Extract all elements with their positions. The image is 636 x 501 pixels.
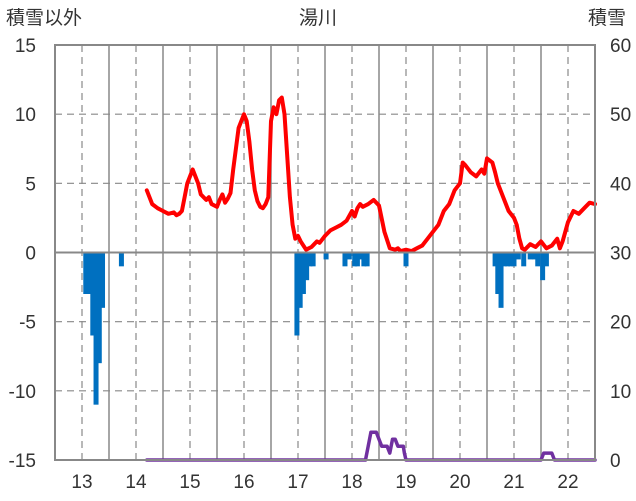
x-tick-label: 17 bbox=[287, 472, 308, 493]
series-lines bbox=[144, 95, 597, 462]
right-tick-label: 20 bbox=[610, 313, 631, 334]
precipitation-bar bbox=[90, 252, 96, 336]
left-axis-label: 積雪以外 bbox=[6, 7, 82, 29]
chart-title: 湯川 bbox=[299, 7, 337, 29]
precipitation-bar bbox=[364, 252, 370, 267]
precipitation-bar bbox=[540, 252, 546, 281]
precipitation-bar bbox=[300, 252, 306, 294]
x-tick-label: 18 bbox=[341, 472, 362, 493]
left-tick-label: 15 bbox=[15, 36, 36, 57]
left-tick-label: -15 bbox=[9, 451, 36, 472]
precipitation-bar bbox=[83, 252, 89, 294]
x-tick-label: 22 bbox=[557, 472, 578, 493]
right-tick-label: 50 bbox=[610, 105, 631, 126]
x-tick-label: 21 bbox=[503, 472, 524, 493]
snow-depth-line bbox=[145, 430, 597, 462]
precipitation-bar bbox=[532, 252, 538, 260]
precipitation-bar bbox=[535, 252, 541, 267]
precipitation-bar bbox=[93, 252, 99, 405]
precipitation-bar bbox=[492, 252, 498, 267]
precipitation-bar bbox=[323, 252, 329, 260]
precipitation-bar bbox=[294, 252, 300, 336]
precipitation-bar bbox=[342, 252, 348, 267]
left-tick-label: -5 bbox=[19, 313, 36, 334]
right-tick-label: 40 bbox=[610, 174, 631, 195]
precipitation-bar bbox=[304, 252, 310, 281]
x-tick-label: 19 bbox=[395, 472, 416, 493]
precipitation-bar bbox=[361, 252, 367, 267]
x-axis-ticks: 13 14 15 16 17 18 19 20 21 22 bbox=[71, 472, 578, 493]
right-tick-label: 10 bbox=[610, 382, 631, 403]
precipitation-bar bbox=[511, 252, 517, 267]
x-tick-label: 15 bbox=[179, 472, 200, 493]
precipitation-bar bbox=[346, 252, 352, 260]
precipitation-bar bbox=[403, 252, 409, 267]
precipitation-bar bbox=[118, 252, 124, 267]
precipitation-bar bbox=[86, 252, 92, 294]
precipitation-bar bbox=[527, 252, 533, 260]
right-tick-label: 30 bbox=[610, 244, 631, 265]
precipitation-bar bbox=[521, 252, 527, 267]
right-tick-label: 60 bbox=[610, 36, 631, 57]
precipitation-bar bbox=[508, 252, 514, 267]
x-tick-label: 16 bbox=[233, 472, 254, 493]
left-axis-ticks: 15 10 5 0 -5 -10 -15 bbox=[9, 36, 36, 472]
x-tick-label: 13 bbox=[71, 472, 92, 493]
x-tick-label: 14 bbox=[125, 472, 147, 493]
left-tick-label: 5 bbox=[25, 174, 36, 195]
right-axis-label: 積雪 bbox=[588, 7, 626, 29]
precipitation-bar bbox=[505, 252, 511, 267]
precipitation-bar bbox=[495, 252, 501, 294]
left-tick-label: 0 bbox=[25, 244, 36, 265]
left-tick-label: 10 bbox=[15, 105, 36, 126]
precipitation-bar bbox=[307, 252, 313, 267]
left-tick-label: -10 bbox=[9, 382, 36, 403]
precipitation-bar bbox=[501, 252, 507, 267]
x-tick-label: 20 bbox=[449, 472, 470, 493]
right-axis-ticks: 60 50 40 30 20 10 0 bbox=[610, 36, 631, 472]
precipitation-bar bbox=[96, 252, 102, 364]
precipitation-bar bbox=[543, 252, 549, 267]
right-tick-label: 0 bbox=[610, 451, 621, 472]
precipitation-bar bbox=[352, 252, 358, 267]
precipitation-bar bbox=[310, 252, 316, 267]
precipitation-bar bbox=[354, 252, 360, 267]
precipitation-bar bbox=[498, 252, 504, 308]
precipitation-bar bbox=[297, 252, 303, 308]
precipitation-bar bbox=[515, 252, 521, 260]
precipitation-bar bbox=[100, 252, 106, 308]
plot-frame bbox=[54, 44, 596, 461]
precipitation-bars bbox=[83, 252, 549, 405]
precipitation-bar bbox=[356, 252, 362, 260]
temperature-line bbox=[144, 95, 597, 254]
